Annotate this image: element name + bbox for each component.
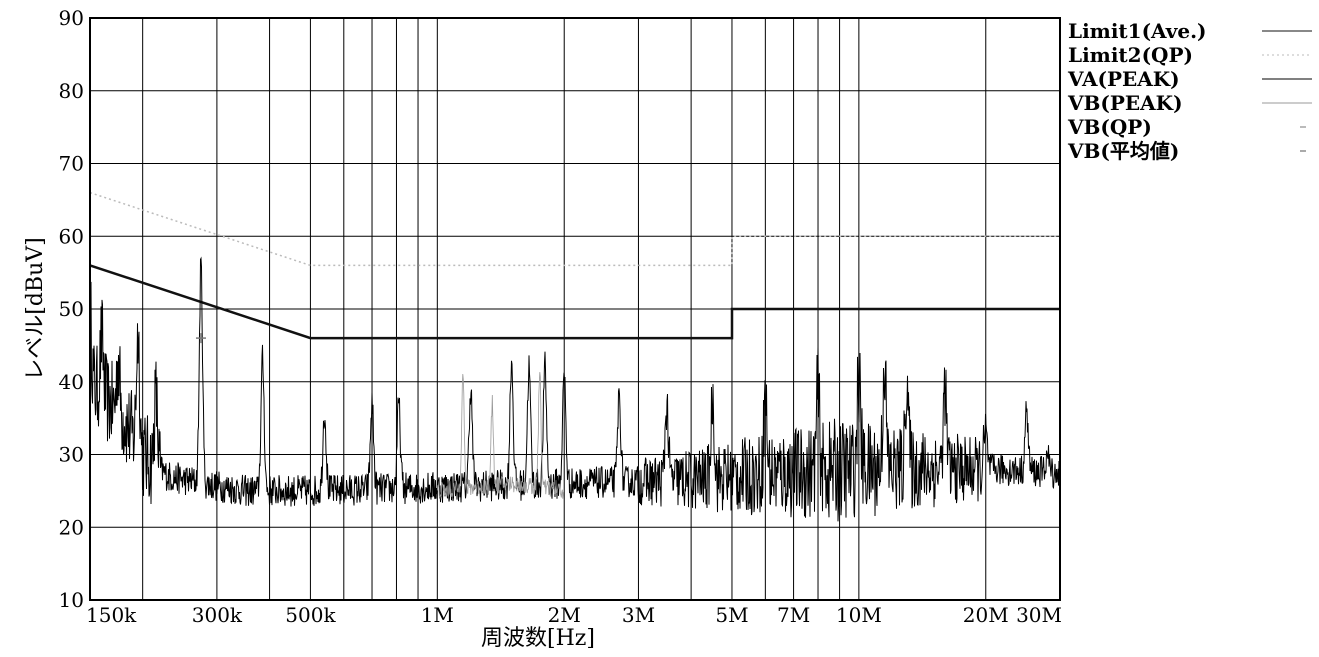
x-axis-title: 周波数[Hz] — [481, 626, 595, 651]
y-axis: 10 20 30 40 50 60 70 80 90 — [59, 6, 84, 612]
legend-label-4: VB(QP) — [1067, 115, 1152, 139]
y-tick-label: 30 — [59, 443, 84, 467]
plot-frame — [89, 17, 1061, 601]
y-tick-label: 40 — [59, 370, 84, 394]
x-tick-label: 1M — [421, 603, 454, 627]
x-tick-label: 500k — [285, 603, 336, 627]
x-tick-label: 300k — [192, 603, 243, 627]
x-tick-label: 30M — [1016, 603, 1062, 627]
x-tick-label: 7M — [777, 603, 810, 627]
y-tick-label: 90 — [59, 6, 84, 30]
legend-label-5: VB(平均値) — [1067, 139, 1179, 163]
series-marker-4 — [195, 333, 206, 344]
series-trace-3 — [436, 372, 565, 499]
y-tick-label: 50 — [59, 297, 84, 321]
legend-label-1: Limit2(QP) — [1068, 43, 1193, 67]
x-tick-label: 20M — [963, 603, 1009, 627]
y-tick-label: 10 — [59, 588, 84, 612]
x-axis: 150k 300k 500k 1M 2M 3M 5M 7M 10M 20M 30M — [86, 603, 1062, 627]
series-trace-2 — [89, 256, 1061, 522]
legend: Limit1(Ave.)Limit2(QP)VA(PEAK)VB(PEAK)VB… — [1067, 19, 1312, 163]
series-line-0 — [89, 264, 1060, 340]
x-tick-label: 150k — [86, 603, 137, 627]
legend-label-3: VB(PEAK) — [1067, 91, 1183, 115]
x-tick-label: 10M — [836, 603, 882, 627]
y-axis-title: レベル[dBuV] — [23, 237, 48, 380]
x-tick-label: 3M — [622, 603, 655, 627]
y-tick-label: 80 — [59, 79, 84, 103]
legend-label-2: VA(PEAK) — [1067, 67, 1180, 91]
series-layer — [89, 191, 1061, 522]
y-tick-label: 20 — [59, 515, 84, 539]
y-tick-label: 60 — [59, 224, 84, 248]
x-tick-label: 5M — [715, 603, 748, 627]
x-tick-label: 2M — [548, 603, 581, 627]
y-tick-label: 70 — [59, 152, 84, 176]
legend-label-0: Limit1(Ave.) — [1068, 19, 1207, 43]
